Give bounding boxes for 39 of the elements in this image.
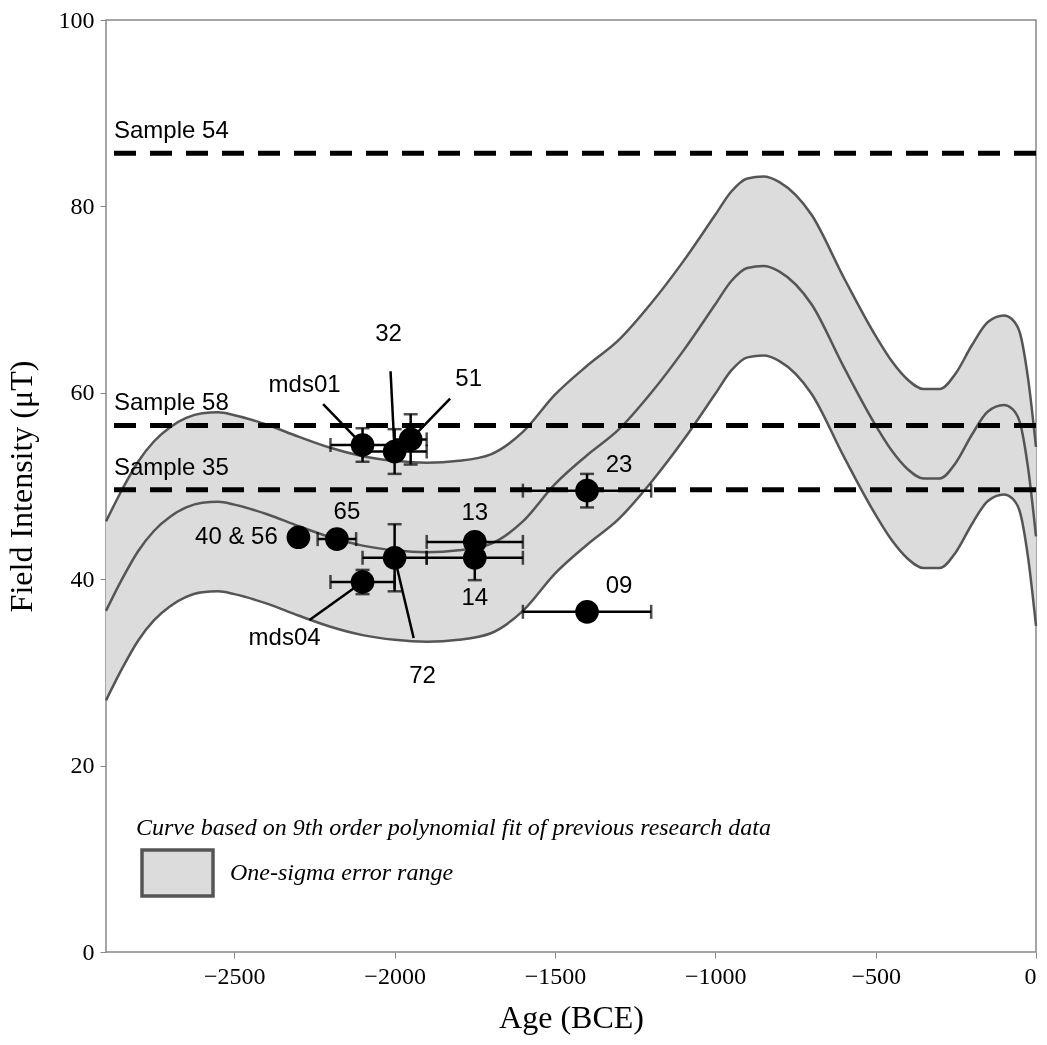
point: [286, 525, 311, 550]
point: [575, 600, 599, 624]
point: [325, 527, 349, 551]
y-tick-label: 60: [70, 379, 95, 406]
annotation: 23: [605, 449, 633, 477]
x-tick-label: −2500: [204, 962, 266, 989]
line-series: [104, 264, 1038, 613]
x-tick-label: −1500: [524, 962, 587, 989]
annotation: 14: [461, 582, 489, 610]
line-series: [104, 175, 1038, 523]
ref-line-label: Sample 58: [114, 388, 229, 416]
y-tick-label: 0: [82, 938, 95, 965]
y-tick-label: 40: [70, 565, 95, 592]
annotation: 09: [605, 570, 633, 598]
annotation: 32: [375, 318, 402, 346]
y-tick-label: 100: [58, 6, 95, 33]
x-tick-label: −500: [851, 962, 901, 989]
y-tick-label: 80: [70, 192, 95, 219]
annotation: 40 & 56: [195, 522, 278, 550]
point: [350, 433, 375, 457]
legend-title: Curve based on 9th order polynomial fit of previous research data: [136, 814, 772, 840]
annotation: 72: [409, 660, 436, 688]
x-tick-label: −1000: [685, 962, 747, 989]
annotation: 65: [333, 497, 361, 525]
annotation: 13: [461, 497, 489, 525]
legend-label: One-sigma error range: [230, 859, 454, 885]
x-tick-label: −2000: [364, 962, 426, 989]
x-tick-label: 0: [1024, 962, 1037, 989]
annotation: 51: [455, 364, 483, 392]
y-tick-label: 20: [70, 752, 95, 779]
annotation: mds04: [248, 623, 321, 650]
annotation: mds01: [268, 369, 341, 397]
ref-line-label: Sample 54: [114, 116, 229, 144]
x-axis-title: Age (BCE): [499, 998, 644, 1035]
point: [350, 570, 375, 594]
point: [398, 427, 423, 452]
line-series: [104, 354, 1038, 702]
y-axis-title: Field Intensity (μT): [2, 360, 39, 613]
point: [382, 545, 407, 570]
